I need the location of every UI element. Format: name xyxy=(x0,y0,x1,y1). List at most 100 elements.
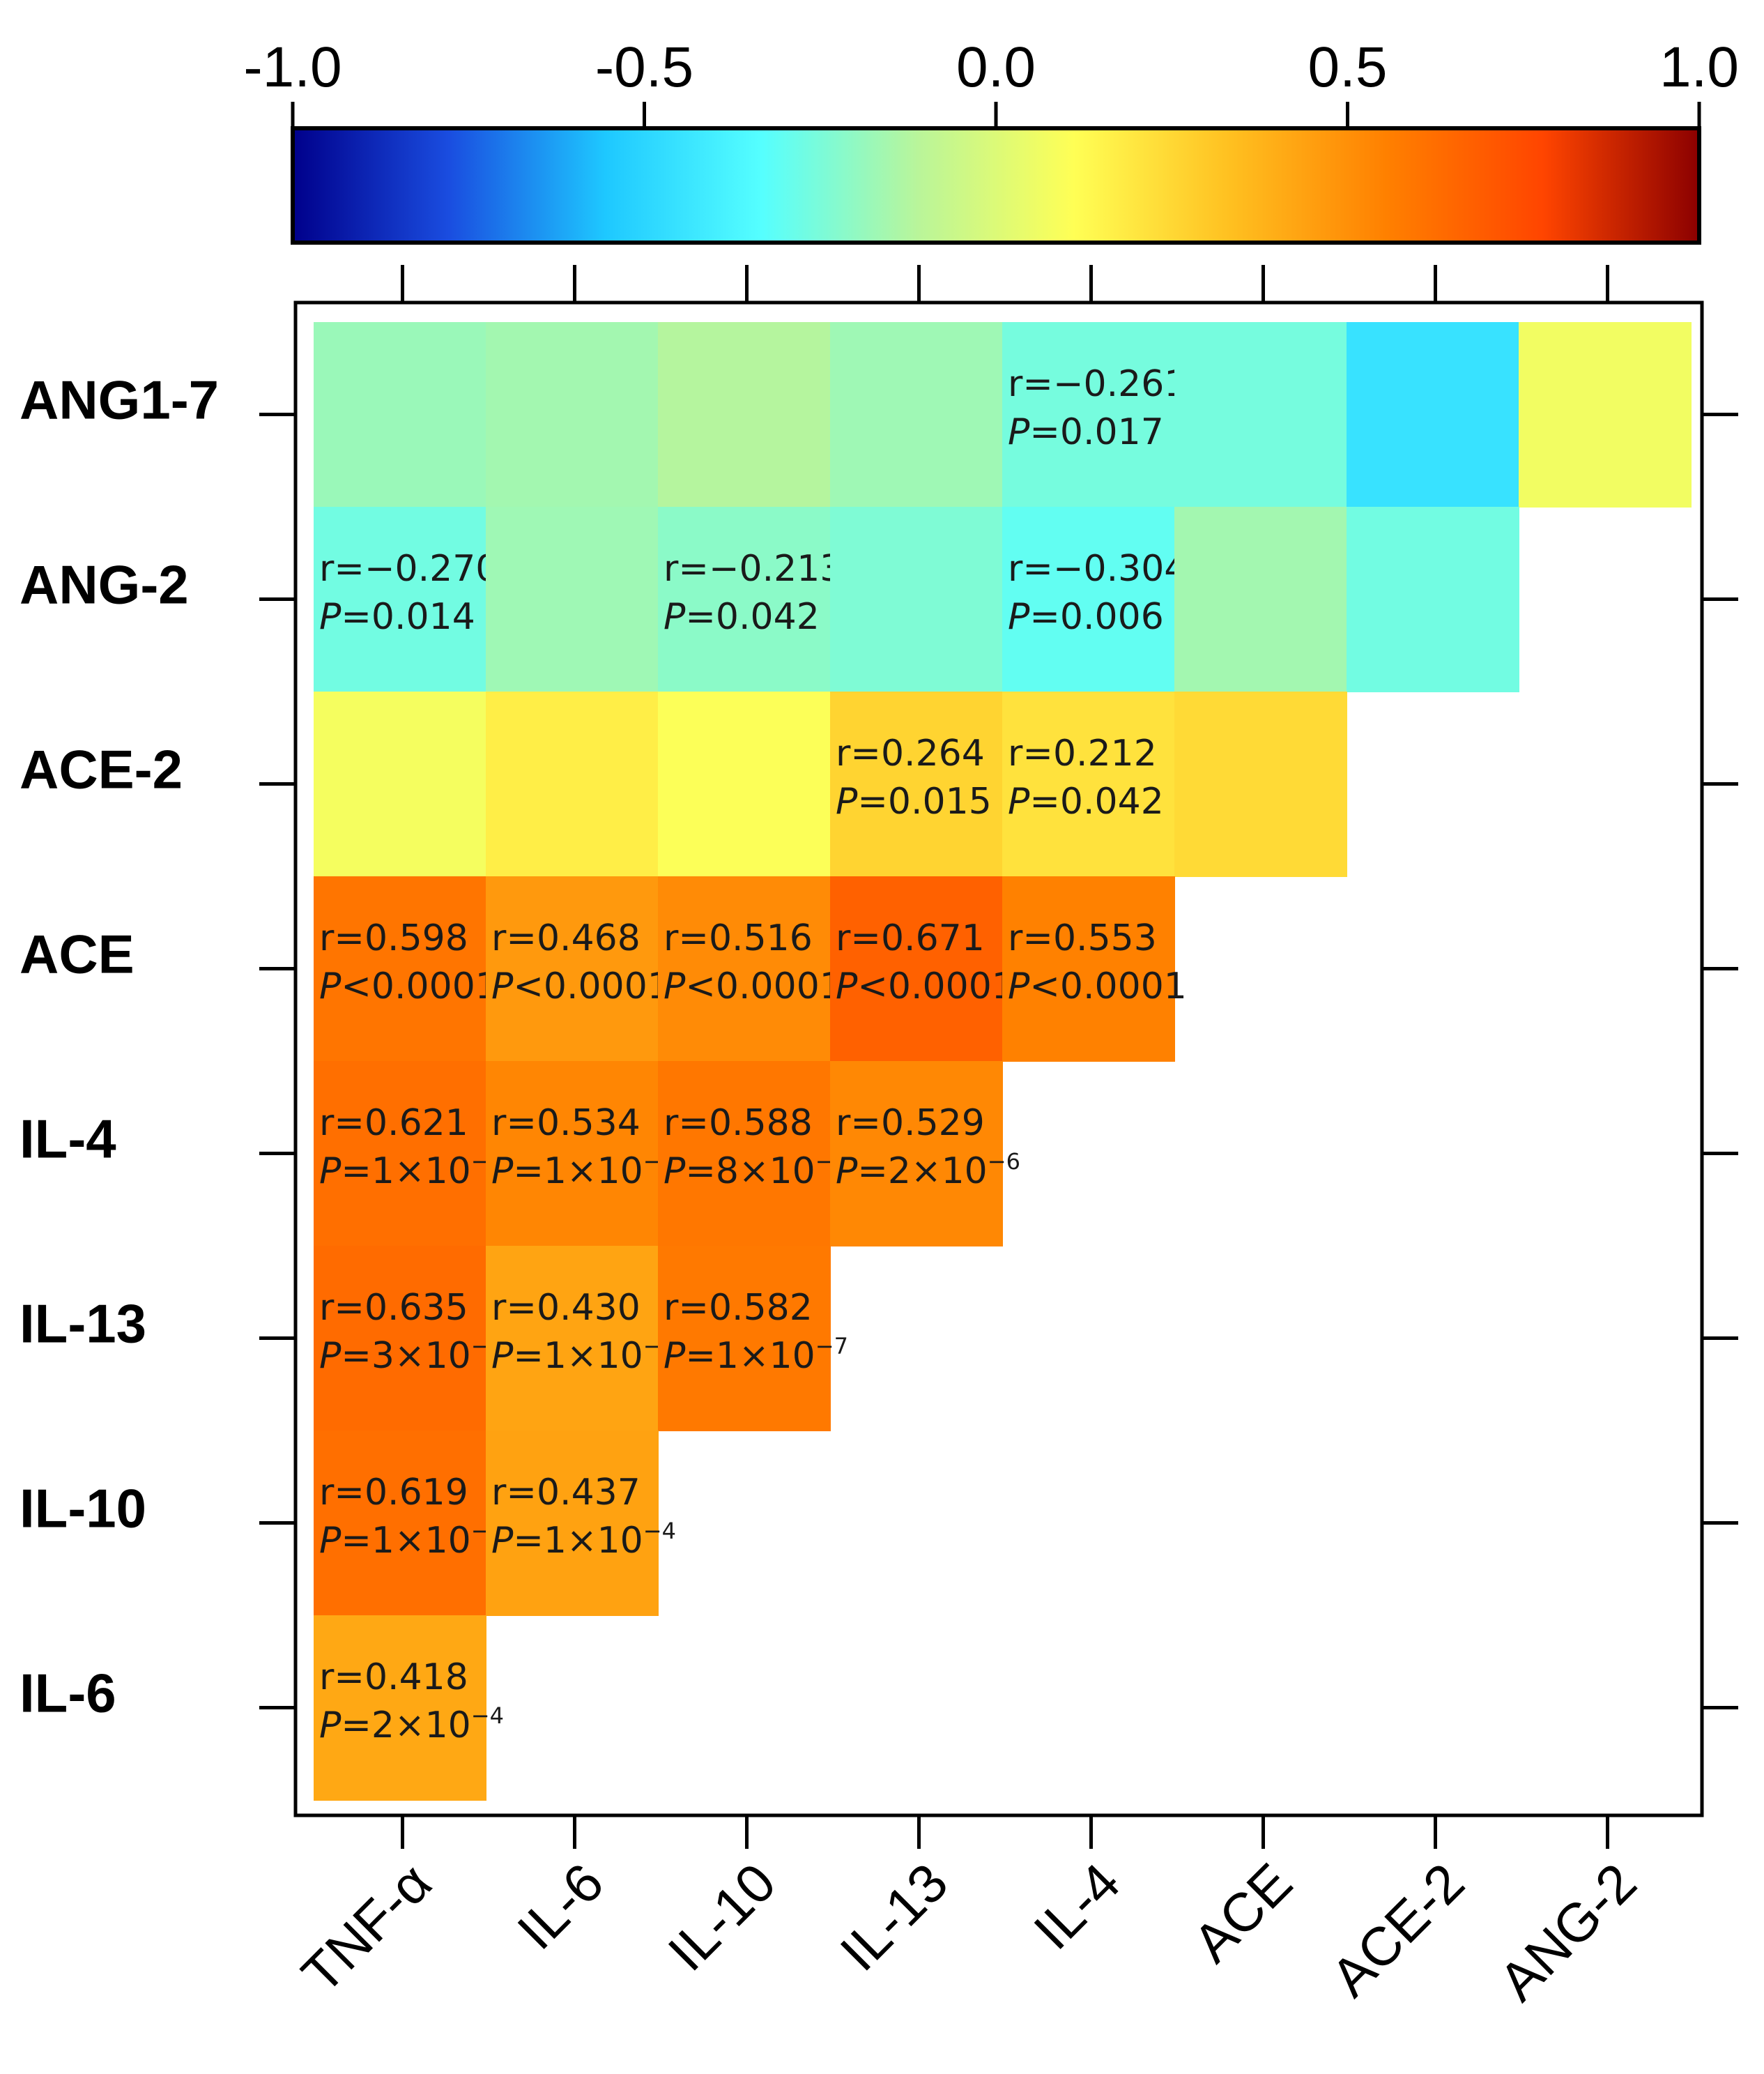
cell-p-label: P=0.017 xyxy=(1008,411,1164,453)
cell-p-symbol: P xyxy=(319,596,342,638)
cell-p-symbol: P xyxy=(664,1150,686,1192)
heatmap-cell xyxy=(1519,322,1692,508)
heatmap-cell xyxy=(486,507,659,692)
heatmap-cell-rect xyxy=(658,876,831,1062)
colorbar-strip xyxy=(291,126,1701,245)
heatmap-cell xyxy=(314,322,486,508)
cell-p-symbol: P xyxy=(319,1520,342,1562)
cell-p-symbol: P xyxy=(664,966,686,1007)
cell-r-label: r=−0.213 xyxy=(664,548,843,590)
heatmap-cell-rect xyxy=(486,507,659,692)
cell-p-symbol: P xyxy=(491,1150,514,1192)
heatmap-cell-rect xyxy=(1174,692,1347,877)
heatmap-cell xyxy=(1174,692,1347,877)
cell-p-value: =1×10 xyxy=(513,1335,643,1377)
heatmap-cell: r=0.212 P=0.042 xyxy=(1002,692,1175,877)
heatmap-cell-rect xyxy=(314,322,486,508)
column-label: ACE xyxy=(1181,1852,1304,1974)
heatmap-cell-rect xyxy=(486,876,659,1062)
column-label: IL-6 xyxy=(505,1852,615,1961)
heatmap-cell: r=0.671 P<0.0001 xyxy=(830,876,1015,1062)
cell-p-symbol: P xyxy=(1008,411,1030,453)
heatmap-cell: r=0.468 P<0.0001 xyxy=(486,876,670,1062)
cell-p-exponent: −4 xyxy=(471,1702,504,1729)
cell-p-value: =0.042 xyxy=(1029,781,1163,823)
colorbar-tick-label: -1.0 xyxy=(243,36,342,99)
heatmap-cell-rect xyxy=(1347,322,1519,508)
column-label: TNF-α xyxy=(290,1852,443,2005)
heatmap-cell-rect xyxy=(486,1431,659,1616)
cell-p-symbol: P xyxy=(319,966,342,1007)
cell-r-label: r=0.588 xyxy=(664,1102,813,1144)
colorbar-tick-label: 0.5 xyxy=(1308,36,1388,99)
row-label: ACE xyxy=(20,924,135,985)
cell-p-symbol: P xyxy=(491,1335,514,1377)
cell-p-symbol: P xyxy=(664,596,686,638)
cell-r-label: r=0.534 xyxy=(491,1102,641,1144)
heatmap-cell-rect xyxy=(1002,322,1175,508)
heatmap-cell-rect xyxy=(486,1246,659,1431)
cell-r-label: r=−0.261 xyxy=(1008,363,1187,405)
cell-p-label: P=8×10−8 xyxy=(664,1148,848,1192)
cell-p-value: =0.017 xyxy=(1029,411,1163,453)
plot-frame xyxy=(293,300,1704,1817)
row-label: ANG1-7 xyxy=(20,369,219,431)
cell-p-label: P<0.0001 xyxy=(319,966,498,1007)
heatmap-cell-rect xyxy=(830,322,1003,508)
cell-p-label: P=2×10−6 xyxy=(836,1148,1020,1192)
heatmap-cell-rect xyxy=(1519,322,1692,508)
cell-p-value: =1×10 xyxy=(341,1150,470,1192)
heatmap-cell xyxy=(1174,507,1347,692)
cell-r-label: r=0.430 xyxy=(491,1287,641,1329)
column-label: ACE-2 xyxy=(1319,1852,1476,2008)
cell-r-label: r=0.437 xyxy=(491,1472,641,1513)
heatmap-cell-rect xyxy=(314,1615,486,1801)
cell-p-value: =2×10 xyxy=(857,1150,987,1192)
cell-p-value: =0.042 xyxy=(685,596,819,638)
cell-p-value: =1×10 xyxy=(341,1520,470,1562)
heatmap-cells: r=−0.261P=0.017r=−0.270P=0.014r=−0.213P=… xyxy=(314,322,1692,1801)
heatmap-cell-rect xyxy=(1174,322,1347,508)
cell-p-value: =0.006 xyxy=(1029,596,1163,638)
cell-p-label: P<0.0001 xyxy=(664,966,843,1007)
column-label: IL-4 xyxy=(1022,1852,1131,1961)
cell-r-label: r=0.264 xyxy=(836,733,985,775)
cell-p-symbol: P xyxy=(1008,596,1030,638)
heatmap-cell: r=−0.270 P=0.014 xyxy=(314,507,498,692)
cell-p-symbol: P xyxy=(319,1705,342,1746)
heatmap-cell-rect xyxy=(658,1246,831,1431)
colorbar-tick-label: 0.0 xyxy=(956,36,1036,99)
cell-p-symbol: P xyxy=(1008,966,1030,1007)
row-label: IL-4 xyxy=(20,1108,116,1170)
cell-p-symbol: P xyxy=(491,1520,514,1562)
cell-r-label: r=0.553 xyxy=(1008,917,1157,959)
cell-r-label: r=0.212 xyxy=(1008,733,1157,775)
cell-p-symbol: P xyxy=(836,966,858,1007)
cell-r-label: r=0.619 xyxy=(319,1472,468,1513)
cell-p-label: P<0.0001 xyxy=(491,966,670,1007)
cell-r-label: r=0.582 xyxy=(664,1287,813,1329)
cell-p-symbol: P xyxy=(319,1335,342,1377)
cell-p-value: <0.0001 xyxy=(685,966,843,1007)
colorbar: -1.0 -0.5 0.0 0.5 1.0 xyxy=(243,36,1739,303)
cell-p-value: <0.0001 xyxy=(513,966,670,1007)
cell-p-label: P=0.015 xyxy=(836,781,992,823)
heatmap-cell-rect xyxy=(314,1061,486,1246)
cell-p-value: =1×10 xyxy=(513,1520,643,1562)
cell-r-label: r=0.529 xyxy=(836,1102,985,1144)
heatmap-cell: r=0.598 P<0.0001 xyxy=(314,876,498,1062)
heatmap-cell-rect xyxy=(1174,507,1347,692)
heatmap-cell-rect xyxy=(486,322,659,508)
colorbar-tick-label: -0.5 xyxy=(595,36,693,99)
cell-p-value: =3×10 xyxy=(341,1335,470,1377)
cell-p-symbol: P xyxy=(664,1335,686,1377)
cell-p-symbol: P xyxy=(491,966,514,1007)
cell-p-label: P=0.042 xyxy=(664,596,820,638)
heatmap-cell-rect xyxy=(830,507,1003,692)
row-label: IL-13 xyxy=(20,1293,146,1355)
row-label: ACE-2 xyxy=(20,739,183,800)
